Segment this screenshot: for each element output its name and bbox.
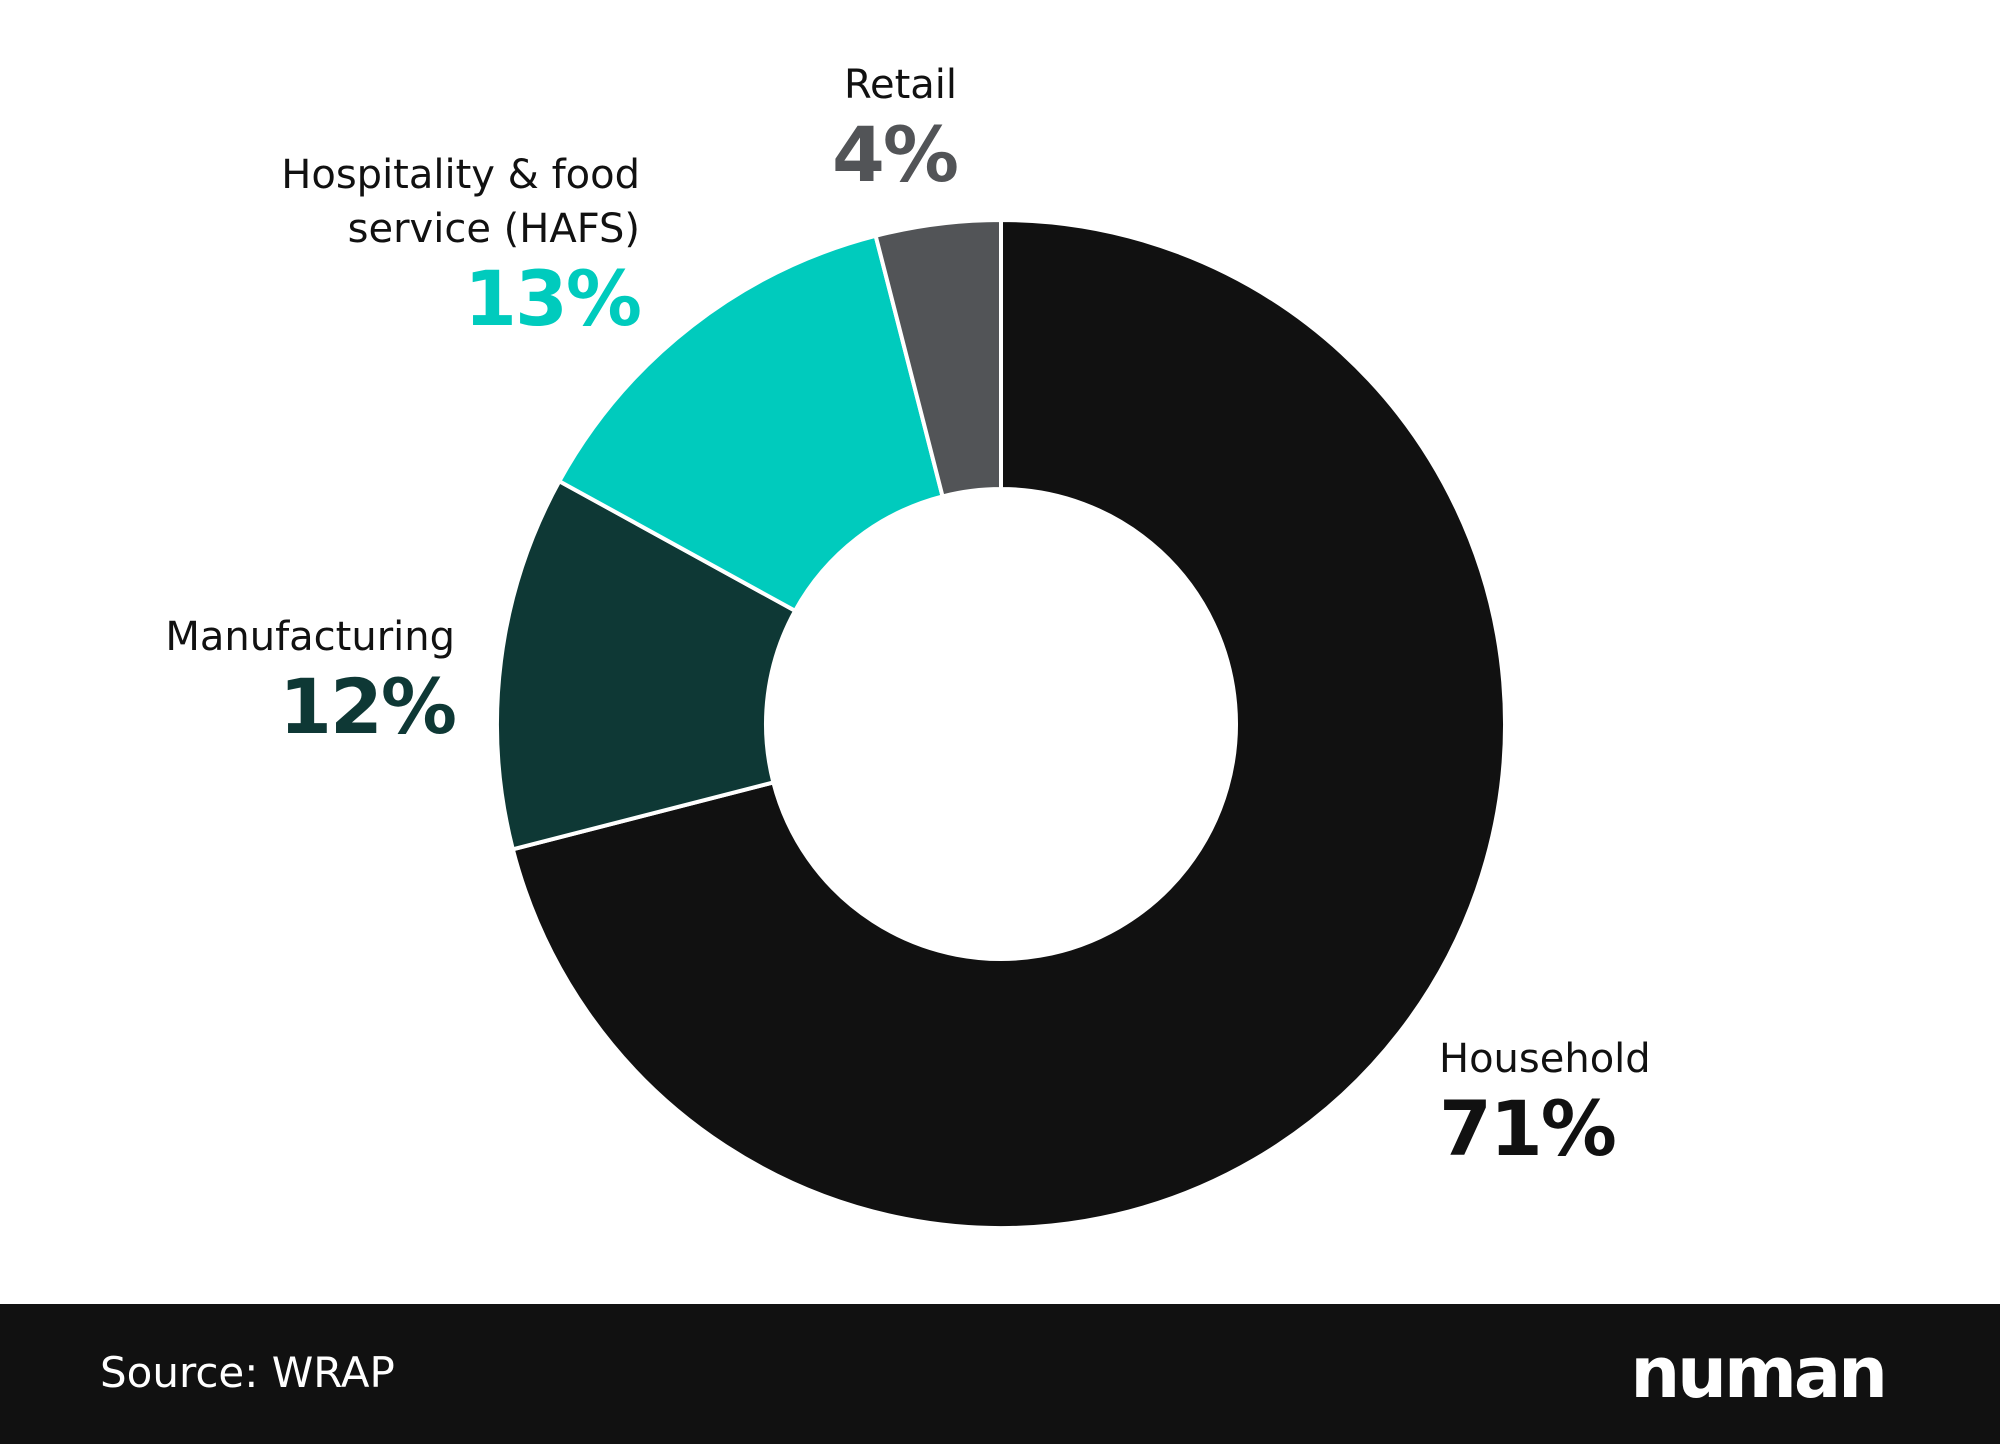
category-label: Manufacturing	[165, 614, 455, 660]
slice-label: Manufacturing 12%	[165, 610, 457, 751]
slice-label: Retail 4%	[831, 58, 959, 199]
value-label: 71%	[1439, 1084, 1617, 1173]
footer: Source: WRAP numan	[0, 1304, 2000, 1444]
value-label: 12%	[279, 662, 457, 751]
value-label: 4%	[831, 110, 959, 199]
slice	[495, 478, 798, 852]
category-label: Household	[1439, 1036, 1651, 1082]
slice	[873, 217, 1003, 499]
slice	[510, 217, 1507, 1230]
logo: numan	[1630, 1332, 1888, 1414]
slice	[556, 233, 945, 614]
source: Source: WRAP	[100, 1348, 395, 1397]
category-label: Hospitality & food service (HAFS)	[281, 152, 640, 252]
category-label: Retail	[843, 62, 957, 108]
slice-label: Hospitality & food service (HAFS) 13%	[200, 148, 642, 343]
slice-label: Household 71%	[1439, 1032, 1651, 1172]
chart	[495, 217, 1507, 1230]
value-label: 13%	[464, 254, 642, 343]
